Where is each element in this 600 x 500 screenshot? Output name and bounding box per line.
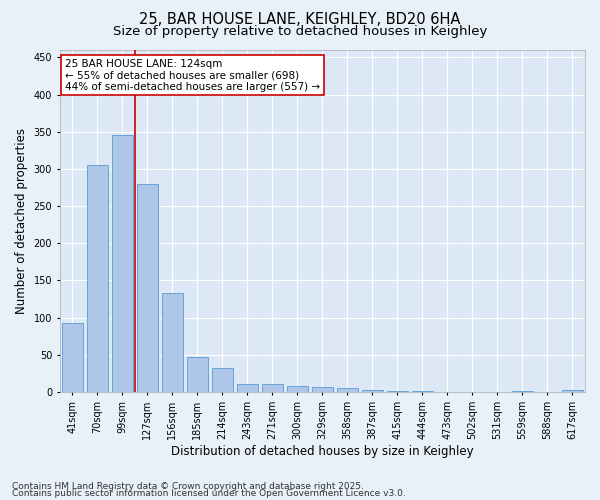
Bar	[62, 323, 83, 392]
Bar	[512, 391, 533, 392]
Bar	[312, 388, 333, 392]
Bar	[387, 391, 408, 392]
Bar	[262, 384, 283, 392]
Bar	[112, 136, 133, 392]
Y-axis label: Number of detached properties: Number of detached properties	[15, 128, 28, 314]
Text: Contains HM Land Registry data © Crown copyright and database right 2025.: Contains HM Land Registry data © Crown c…	[12, 482, 364, 491]
Text: Size of property relative to detached houses in Keighley: Size of property relative to detached ho…	[113, 25, 487, 38]
Bar	[87, 165, 108, 392]
Bar	[412, 391, 433, 392]
Bar	[287, 386, 308, 392]
Text: Contains public sector information licensed under the Open Government Licence v3: Contains public sector information licen…	[12, 490, 406, 498]
Bar	[237, 384, 258, 392]
Text: 25 BAR HOUSE LANE: 124sqm
← 55% of detached houses are smaller (698)
44% of semi: 25 BAR HOUSE LANE: 124sqm ← 55% of detac…	[65, 58, 320, 92]
Bar	[187, 357, 208, 392]
Bar	[337, 388, 358, 392]
Bar	[162, 293, 183, 392]
Bar	[562, 390, 583, 392]
Bar	[137, 184, 158, 392]
Bar	[362, 390, 383, 392]
Bar	[212, 368, 233, 392]
X-axis label: Distribution of detached houses by size in Keighley: Distribution of detached houses by size …	[171, 444, 474, 458]
Text: 25, BAR HOUSE LANE, KEIGHLEY, BD20 6HA: 25, BAR HOUSE LANE, KEIGHLEY, BD20 6HA	[139, 12, 461, 28]
